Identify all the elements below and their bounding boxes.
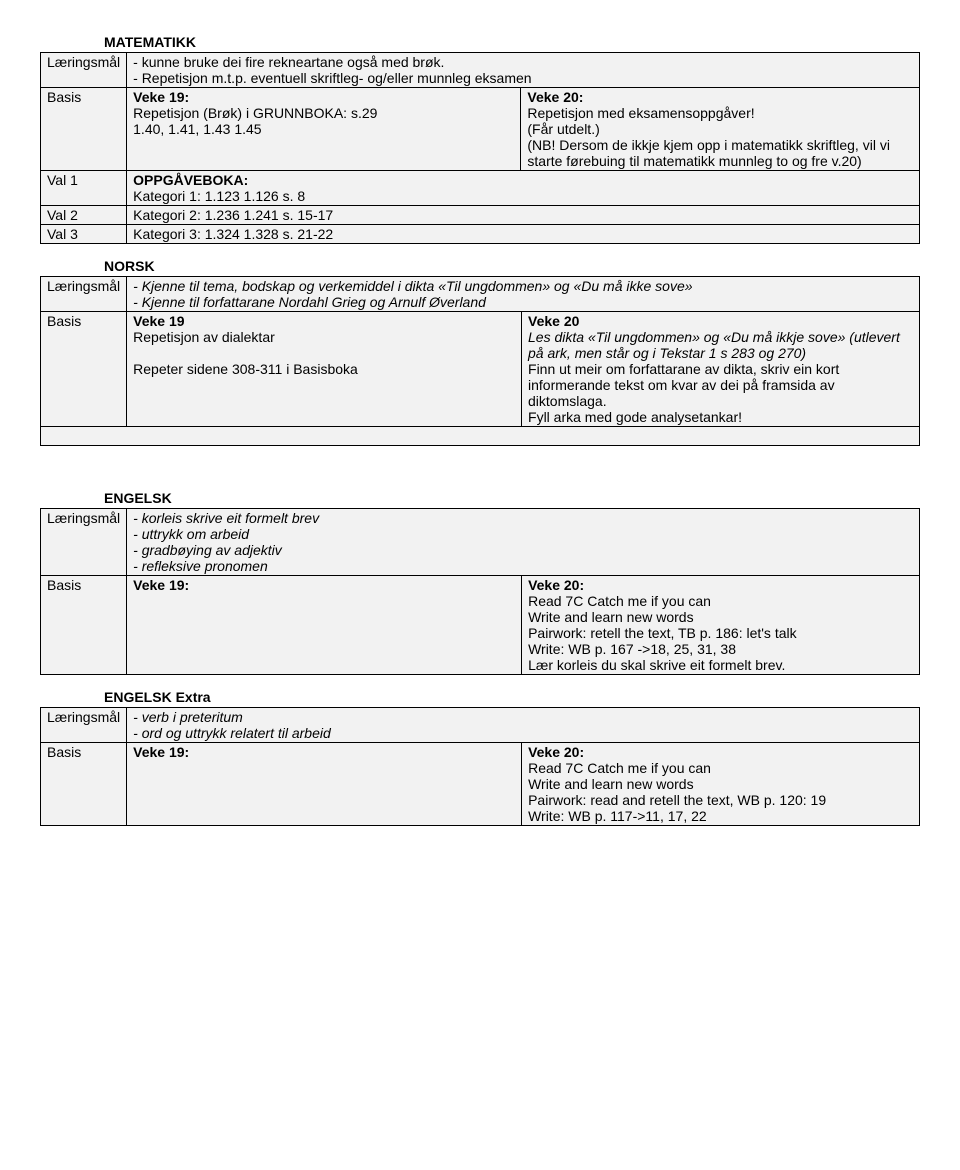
basis-line: (Får utdelt.) xyxy=(527,121,599,137)
label-cell: Læringsmål xyxy=(41,277,127,312)
val-cell: OPPGÅVEBOKA: Kategori 1: 1.123 1.126 s. … xyxy=(127,171,920,206)
label-cell: Val 2 xyxy=(41,206,127,225)
label-cell: Basis xyxy=(41,743,127,826)
week-head: Veke 19 xyxy=(133,313,184,329)
week-head: Veke 20: xyxy=(528,744,584,760)
section-title-norsk: NORSK xyxy=(104,258,920,274)
section-title-engelsk-extra: ENGELSK Extra xyxy=(104,689,920,705)
basis-right: Veke 20: Repetisjon med eksamensoppgåver… xyxy=(521,88,920,171)
goal-cell: - kunne bruke dei fire rekneartane også … xyxy=(127,53,920,88)
empty-row xyxy=(41,427,920,446)
basis-left: Veke 19: xyxy=(127,576,522,675)
week-head: Veke 19: xyxy=(133,744,189,760)
basis-line: Lær korleis du skal skrive eit formelt b… xyxy=(528,657,785,673)
week-head: Veke 19: xyxy=(133,577,189,593)
label-cell: Læringsmål xyxy=(41,509,127,576)
goal-line: - kunne bruke dei fire rekneartane også … xyxy=(133,54,913,70)
val-line: Kategori 1: 1.123 1.126 s. 8 xyxy=(133,188,305,204)
val-line: OPPGÅVEBOKA: xyxy=(133,172,248,188)
goal-line: - korleis skrive eit formelt brev xyxy=(133,510,913,526)
basis-line: Write and learn new words xyxy=(528,609,693,625)
basis-line: Write and learn new words xyxy=(528,776,693,792)
label-cell: Val 1 xyxy=(41,171,127,206)
label-cell: Val 3 xyxy=(41,225,127,244)
basis-line: Finn ut meir om forfattarane av dikta, s… xyxy=(528,361,839,409)
goal-cell: - korleis skrive eit formelt brev - uttr… xyxy=(127,509,920,576)
week-head: Veke 20 xyxy=(528,313,579,329)
basis-line: Read 7C Catch me if you can xyxy=(528,593,711,609)
basis-line: Write: WB p. 167 ->18, 25, 31, 38 xyxy=(528,641,736,657)
goal-line: - verb i preteritum xyxy=(133,709,913,725)
section-title-engelsk: ENGELSK xyxy=(104,490,920,506)
goal-line: - gradbøying av adjektiv xyxy=(133,542,913,558)
week-head: Veke 20: xyxy=(527,89,583,105)
basis-line: (NB! Dersom de ikkje kjem opp i matemati… xyxy=(527,137,890,169)
week-head: Veke 19: xyxy=(133,89,189,105)
engelsk-table: Læringsmål - korleis skrive eit formelt … xyxy=(40,508,920,675)
basis-line: Repetisjon (Brøk) i GRUNNBOKA: s.29 xyxy=(133,105,377,121)
goal-cell: - Kjenne til tema, bodskap og verkemidde… xyxy=(127,277,920,312)
engelsk-extra-table: Læringsmål - verb i preteritum - ord og … xyxy=(40,707,920,826)
basis-line: Pairwork: retell the text, TB p. 186: le… xyxy=(528,625,797,641)
basis-line: 1.40, 1.41, 1.43 1.45 xyxy=(133,121,261,137)
goal-line: - refleksive pronomen xyxy=(133,558,913,574)
basis-left: Veke 19 Repetisjon av dialektar Repeter … xyxy=(127,312,522,427)
basis-line: Write: WB p. 117->11, 17, 22 xyxy=(528,808,707,824)
goal-line: - uttrykk om arbeid xyxy=(133,526,913,542)
basis-line: Pairwork: read and retell the text, WB p… xyxy=(528,792,826,808)
val-cell: Kategori 2: 1.236 1.241 s. 15-17 xyxy=(127,206,920,225)
basis-line: Read 7C Catch me if you can xyxy=(528,760,711,776)
basis-line: Repetisjon av dialektar xyxy=(133,329,275,345)
label-cell: Basis xyxy=(41,576,127,675)
basis-left: Veke 19: Repetisjon (Brøk) i GRUNNBOKA: … xyxy=(127,88,521,171)
label-cell: Basis xyxy=(41,312,127,427)
basis-line: Fyll arka med gode analysetankar! xyxy=(528,409,742,425)
basis-right: Veke 20: Read 7C Catch me if you can Wri… xyxy=(522,743,920,826)
label-cell: Læringsmål xyxy=(41,53,127,88)
basis-right: Veke 20 Les dikta «Til ungdommen» og «Du… xyxy=(522,312,920,427)
norsk-table: Læringsmål - Kjenne til tema, bodskap og… xyxy=(40,276,920,446)
goal-line: - Kjenne til forfattarane Nordahl Grieg … xyxy=(133,294,913,310)
label-cell: Læringsmål xyxy=(41,708,127,743)
basis-line: Repetisjon med eksamensoppgåver! xyxy=(527,105,754,121)
label-cell: Basis xyxy=(41,88,127,171)
val-cell: Kategori 3: 1.324 1.328 s. 21-22 xyxy=(127,225,920,244)
goal-line: - Kjenne til tema, bodskap og verkemidde… xyxy=(133,278,913,294)
basis-line: Repeter sidene 308-311 i Basisboka xyxy=(133,361,358,377)
basis-left: Veke 19: xyxy=(127,743,522,826)
goal-cell: - verb i preteritum - ord og uttrykk rel… xyxy=(127,708,920,743)
goal-line: - ord og uttrykk relatert til arbeid xyxy=(133,725,913,741)
matematikk-table: Læringsmål - kunne bruke dei fire reknea… xyxy=(40,52,920,244)
basis-right: Veke 20: Read 7C Catch me if you can Wri… xyxy=(522,576,920,675)
section-title-matematikk: MATEMATIKK xyxy=(104,34,920,50)
goal-line: - Repetisjon m.t.p. eventuell skriftleg-… xyxy=(133,70,913,86)
week-head: Veke 20: xyxy=(528,577,584,593)
basis-line: Les dikta «Til ungdommen» og «Du må ikkj… xyxy=(528,329,900,361)
